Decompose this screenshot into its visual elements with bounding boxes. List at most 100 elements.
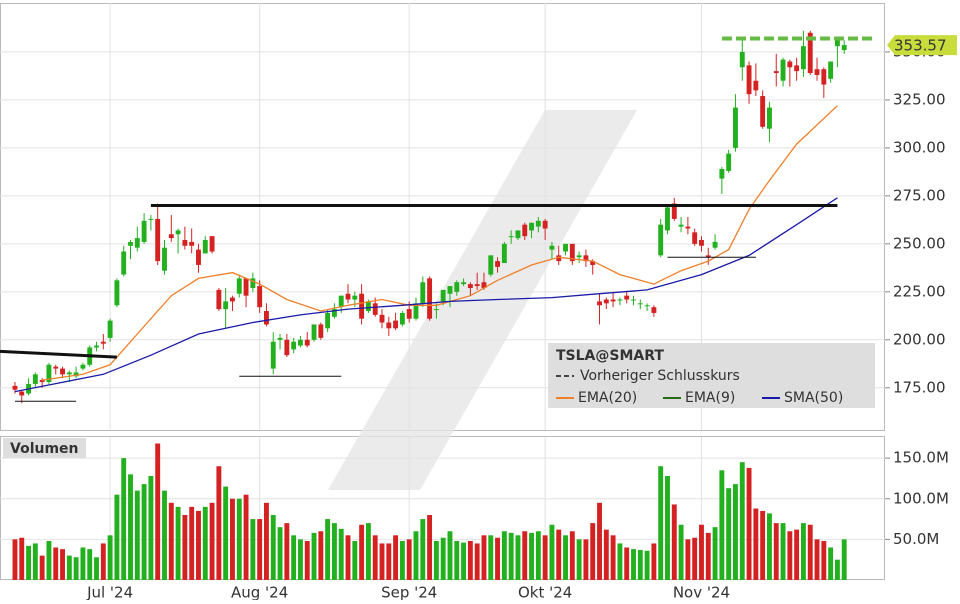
candle-body [291, 341, 297, 350]
volume-bar [230, 498, 235, 580]
volume-bar [284, 523, 290, 580]
candle-body [53, 366, 59, 369]
candle-body [427, 278, 433, 319]
trend-line [0, 349, 117, 359]
volume-bar [685, 539, 691, 580]
volume-bar [739, 462, 745, 580]
candle-body [406, 309, 412, 319]
volume-bar [467, 541, 473, 580]
candle-body [678, 224, 684, 227]
indicator-line [42, 105, 838, 381]
candle-body [202, 240, 208, 254]
volume-bar [257, 519, 263, 580]
candle-body [66, 372, 72, 375]
volume-bar [447, 531, 453, 580]
candle-body [73, 372, 79, 377]
candle-body [433, 309, 439, 311]
volume-bar [692, 537, 698, 580]
volume-bar [603, 529, 609, 580]
volume-bar [644, 550, 650, 580]
candle-body [236, 278, 242, 294]
volume-title-box [3, 438, 86, 458]
candle-body [141, 220, 147, 242]
candle-body [32, 374, 38, 384]
candle-body [46, 364, 52, 383]
candle-body [297, 339, 303, 346]
indicator-line [14, 197, 838, 393]
volume-bar [311, 532, 317, 580]
volume-bar [297, 539, 303, 580]
volume-bar [699, 524, 704, 580]
volume-bar [495, 537, 501, 580]
candle-body [39, 380, 45, 383]
y-tick-label: 250.00 [893, 234, 946, 252]
y-tick-label: 225.00 [893, 282, 946, 300]
candle-body [372, 303, 378, 315]
candle-body [597, 301, 602, 306]
candle-body [610, 299, 616, 302]
volume-bar [291, 535, 297, 580]
volume-bar [359, 524, 365, 580]
y-tick-label: 325.00 [893, 90, 946, 108]
volume-bar [617, 543, 623, 580]
volume-bar [440, 537, 446, 580]
candle-body [814, 69, 820, 75]
candle-body [746, 65, 752, 95]
candle-body [94, 345, 99, 348]
volume-bar [841, 539, 847, 580]
candle-body [753, 80, 759, 91]
candle-body [12, 385, 18, 390]
legend-title: TSLA@SMART [556, 348, 664, 364]
volume-bar [624, 547, 630, 580]
volume-bar [522, 531, 528, 580]
candle-body [549, 245, 555, 250]
candle-body [60, 368, 65, 375]
candle-body [345, 293, 351, 300]
legend-label: Vorheriger Schlusskurs [580, 368, 740, 384]
volume-bar [576, 539, 582, 580]
candle-body [590, 261, 596, 265]
volume-bar [26, 545, 31, 580]
volume-bar [94, 557, 99, 580]
volume-bar [325, 519, 331, 580]
candle-body [644, 305, 650, 307]
volume-bar [379, 543, 385, 580]
volume-bar [209, 502, 215, 580]
volume-bar [671, 504, 677, 580]
candle-body [216, 289, 222, 310]
y-tick-label: 175.00 [893, 378, 946, 396]
candle-body [535, 220, 541, 227]
candle-body [739, 51, 745, 68]
volume-bar [488, 535, 494, 580]
volume-bar [712, 527, 718, 580]
candle-body [311, 324, 317, 340]
volume-bar [773, 523, 779, 580]
candle-body [726, 153, 732, 171]
volume-bar [583, 539, 589, 580]
volume-bar [794, 529, 800, 580]
candle-body [230, 297, 235, 302]
volume-bar [175, 506, 181, 580]
candle-body [100, 341, 106, 344]
candle-body [556, 255, 562, 262]
volume-bar [474, 543, 480, 580]
volume-bar [807, 524, 813, 580]
candle-body [488, 255, 494, 275]
candle-body [474, 284, 480, 287]
candle-body [250, 278, 256, 288]
volume-bar [141, 484, 147, 580]
candle-body [162, 247, 167, 271]
volume-bar [53, 547, 59, 580]
volume-title: Volumen [10, 441, 79, 457]
candle-body [454, 282, 460, 292]
volume-bar [189, 506, 195, 580]
volume-bar [202, 506, 208, 580]
legend-label: SMA(50) [784, 390, 843, 406]
volume-bar [100, 543, 106, 580]
volume-bar [569, 531, 575, 580]
volume-tick-label: 150.0M [893, 449, 949, 467]
candle-body [692, 232, 698, 244]
volume-bar [223, 486, 229, 580]
volume-bar [32, 543, 38, 580]
candle-body [685, 226, 691, 229]
